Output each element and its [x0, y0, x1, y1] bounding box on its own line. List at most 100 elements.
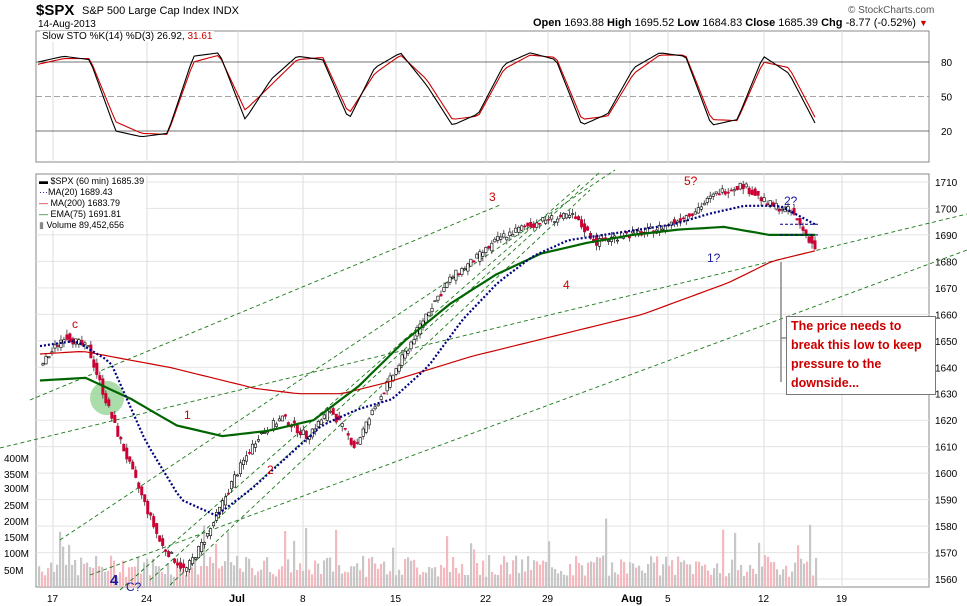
ma200-line	[39, 250, 816, 395]
candle-body	[250, 443, 254, 455]
volume-bar	[770, 562, 773, 587]
volume-bar	[344, 571, 347, 587]
volume-bar	[617, 574, 620, 587]
volume-bar	[269, 572, 272, 587]
volume-bar	[290, 572, 293, 587]
candle-body	[47, 356, 51, 358]
volume-bar	[245, 557, 248, 587]
candle-body	[191, 557, 195, 564]
candle-body	[433, 300, 437, 302]
candle-body	[364, 421, 368, 433]
candle-body	[95, 362, 99, 376]
candle-body	[152, 516, 156, 528]
volume-bar	[812, 575, 815, 587]
price-tick-label: 1690	[935, 231, 958, 242]
legend-item-volume: ▮ Volume 89,452,656	[39, 220, 125, 230]
x-tick-label: Aug	[621, 593, 642, 605]
legend-item-ema75: — EMA(75) 1691.81	[39, 209, 122, 219]
candle-body	[517, 227, 521, 233]
candle-body	[397, 364, 401, 372]
candle-body	[487, 246, 491, 249]
high-value: 1695.52	[634, 17, 675, 29]
green-line-icon: —	[39, 209, 51, 219]
candle-body	[454, 269, 458, 281]
candle-body	[792, 207, 796, 215]
candle-body	[577, 216, 581, 221]
volume-bar	[431, 568, 434, 587]
volume-bar	[698, 561, 701, 587]
ma20-line	[39, 204, 816, 517]
candle-body	[280, 415, 284, 422]
volume-bar	[101, 567, 104, 587]
volume-bar	[428, 567, 431, 587]
candle-body	[445, 282, 449, 288]
volume-bar	[473, 549, 476, 587]
candle-body	[484, 247, 488, 253]
volume-bar-icon: ▮	[39, 220, 47, 230]
candle-body	[128, 456, 132, 462]
volume-bar	[134, 566, 137, 587]
x-tick-label: 15	[390, 594, 402, 605]
candle-body	[481, 252, 485, 257]
candle-body	[406, 350, 410, 354]
candle-body	[568, 214, 572, 218]
candle-body	[409, 341, 413, 350]
volume-bar	[533, 560, 536, 587]
volume-bar	[47, 567, 50, 587]
candle-body	[349, 437, 353, 445]
price-tick-label: 1570	[935, 549, 958, 560]
volume-bar	[668, 565, 671, 587]
volume-tick-label: 400M	[4, 454, 29, 465]
trend-channel-line	[149, 171, 601, 581]
candle-body	[244, 455, 248, 462]
wave-label: 2?	[784, 194, 798, 208]
volume-bar	[512, 560, 515, 587]
volume-bar	[113, 560, 116, 587]
volume-bar	[395, 575, 398, 587]
candle-body	[795, 218, 799, 221]
volume-bar	[59, 531, 62, 587]
candle-body	[89, 344, 93, 359]
chg-value: -8.77 (-0.52%)	[845, 17, 916, 29]
volume-bar	[80, 557, 83, 587]
volume-bar	[626, 573, 629, 587]
volume-bar	[419, 574, 422, 587]
candle-body	[203, 542, 207, 545]
volume-tick-label: 350M	[4, 470, 29, 481]
volume-bar	[500, 564, 503, 587]
ema75-line	[39, 225, 815, 438]
candle-body	[574, 216, 578, 219]
candle-body	[720, 188, 724, 193]
volume-bar	[341, 573, 344, 587]
volume-bar	[212, 563, 215, 587]
candle-body	[259, 432, 263, 435]
volume-bar	[497, 574, 500, 587]
candle-body	[346, 433, 350, 436]
candle-body	[693, 211, 697, 215]
volume-bar	[560, 570, 563, 587]
candle-body	[182, 563, 186, 568]
volume-bar	[53, 571, 56, 587]
volume-bar	[401, 574, 404, 587]
volume-bar	[464, 574, 467, 587]
x-tick-label: 22	[480, 594, 492, 605]
volume-bar	[701, 565, 704, 587]
candle-body	[490, 242, 494, 252]
volume-bar	[503, 556, 506, 587]
volume-bar	[281, 566, 284, 587]
trend-channel-line	[29, 204, 501, 401]
x-tick-label: 24	[141, 594, 153, 605]
volume-bar	[182, 569, 185, 587]
volume-bar	[404, 559, 407, 587]
volume-bar	[608, 575, 611, 587]
volume-bar	[758, 542, 761, 587]
price-tick-label: 1580	[935, 522, 958, 533]
candle-body	[161, 538, 165, 546]
candle-body	[137, 482, 141, 489]
annotation-box: The price needs to break this low to kee…	[786, 316, 936, 395]
candle-body	[358, 437, 362, 445]
candle-body	[583, 223, 587, 233]
x-tick-label: Jul	[229, 593, 245, 605]
candle-body	[586, 226, 590, 231]
volume-bar	[125, 576, 128, 587]
